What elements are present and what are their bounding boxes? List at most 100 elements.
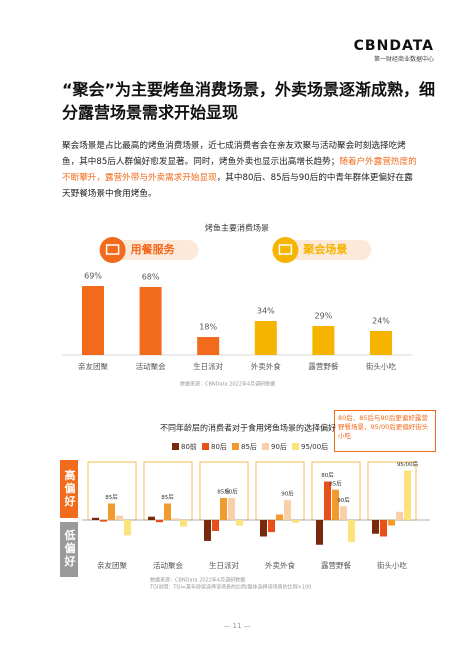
bar bbox=[172, 518, 179, 520]
logo-text: CBNDATA bbox=[353, 38, 434, 54]
group-label: 聚会场景 bbox=[302, 242, 347, 256]
x-tick-label: 亲友团聚 bbox=[78, 361, 108, 371]
page-number: — 11 — bbox=[223, 622, 250, 630]
logo: CBNDATA 第一财经商业数据中心 bbox=[354, 38, 434, 63]
bar bbox=[236, 520, 243, 526]
bar-annotation: 90后 bbox=[225, 488, 238, 496]
body-text: 聚会场景是占比最高的烤鱼消费场景，近七成消费者会在亲友欢聚与活动聚会时刻选择吃烤… bbox=[62, 138, 418, 202]
x-tick-label: 外卖外食 bbox=[265, 560, 295, 570]
bar bbox=[324, 481, 331, 520]
bar bbox=[340, 506, 347, 520]
side-label: 高偏好 bbox=[63, 468, 77, 508]
highlight-frame bbox=[255, 461, 305, 521]
bar-annotation: 80后 bbox=[321, 471, 334, 479]
group-icon bbox=[272, 237, 299, 263]
source-note: 数据来源：CBNData 2022年4月调研数据 bbox=[180, 381, 275, 388]
group-label: 用餐服务 bbox=[131, 242, 176, 256]
bar bbox=[284, 500, 291, 520]
bar bbox=[148, 516, 155, 520]
source-note: 数据来源：CBNData 2022年4月调研数据 bbox=[150, 577, 245, 584]
value-label: 69% bbox=[84, 272, 102, 281]
x-tick-label: 露营野餐 bbox=[321, 560, 351, 570]
bar-annotation: 85后 bbox=[329, 479, 342, 487]
bar bbox=[204, 520, 211, 541]
chart-title: 烤鱼主要消费场景 bbox=[205, 223, 269, 233]
legend-swatch bbox=[202, 443, 209, 450]
body-highlight: 随着户外露营热度的不断攀升，露营外带与外卖需求开始显现 bbox=[62, 157, 417, 183]
bar-annotation: 95/00后 bbox=[397, 460, 419, 468]
bar bbox=[100, 520, 107, 522]
x-tick-label: 生日派对 bbox=[209, 560, 239, 570]
bar-annotation: 90后 bbox=[281, 490, 294, 498]
value-label: 34% bbox=[257, 307, 275, 316]
group-pill bbox=[102, 240, 199, 260]
value-label: 68% bbox=[142, 273, 160, 282]
x-tick-label: 街头小吃 bbox=[366, 361, 396, 371]
legend-swatch bbox=[232, 443, 239, 450]
group-icon bbox=[99, 237, 126, 263]
group-icon-glyph bbox=[278, 244, 293, 255]
bar bbox=[404, 470, 411, 520]
bar bbox=[92, 517, 99, 520]
legend-label: 80后 bbox=[211, 442, 227, 451]
legend-swatch bbox=[292, 443, 299, 450]
x-tick-label: 亲友团聚 bbox=[97, 560, 127, 570]
bar bbox=[108, 503, 115, 520]
negative-side bbox=[60, 522, 78, 577]
x-tick-label: 活动聚会 bbox=[136, 361, 166, 371]
bar bbox=[260, 520, 267, 537]
bar bbox=[228, 498, 235, 520]
bar bbox=[316, 520, 323, 545]
bar-annotation: 85后 bbox=[105, 493, 118, 501]
bar bbox=[180, 520, 187, 527]
bar bbox=[276, 514, 283, 520]
body-part: ，其中80后、85后与90后的中青年群体更偏好在露天野餐场景中食用烤鱼。 bbox=[62, 173, 413, 199]
x-tick-label: 街头小吃 bbox=[377, 560, 407, 570]
bar-annotation: 85后 bbox=[217, 488, 230, 496]
bar bbox=[348, 520, 355, 542]
body-part: 聚会场景是占比最高的烤鱼消费场景，近七成消费者会在亲友欢聚与活动聚会时刻选择吃烤… bbox=[62, 141, 406, 167]
bar bbox=[156, 520, 163, 523]
bar bbox=[220, 498, 227, 520]
bar bbox=[197, 337, 220, 355]
legend-label: 90后 bbox=[271, 442, 287, 451]
bar bbox=[116, 515, 123, 520]
bar bbox=[372, 520, 379, 534]
bar-annotation: 85后 bbox=[161, 493, 174, 501]
bar bbox=[124, 520, 131, 536]
x-tick-label: 露营野餐 bbox=[308, 361, 338, 371]
legend-label: 80前 bbox=[181, 442, 197, 451]
bar bbox=[370, 331, 392, 355]
bar bbox=[332, 489, 339, 520]
bar bbox=[212, 520, 219, 531]
logo-subtext: 第一财经商业数据中心 bbox=[373, 56, 434, 63]
bar bbox=[388, 520, 395, 526]
bar bbox=[254, 321, 277, 355]
page-title: “聚会”为主要烤鱼消费场景，外卖场景逐渐成熟，细分露营场景需求开始显现 bbox=[62, 80, 436, 122]
bar bbox=[82, 286, 104, 355]
bar bbox=[380, 520, 387, 537]
annotation-box: 80后、85后与90后更偏好露营野餐场景，95/00后更偏好街头小吃 bbox=[334, 410, 436, 452]
x-tick-label: 活动聚会 bbox=[153, 560, 183, 570]
legend-swatch bbox=[262, 443, 269, 450]
legend-label: 85后 bbox=[241, 442, 257, 451]
value-label: 29% bbox=[315, 312, 333, 321]
bar bbox=[312, 326, 335, 355]
group-pill bbox=[275, 240, 372, 260]
positive-side bbox=[60, 460, 78, 518]
group-icon-glyph bbox=[105, 244, 120, 255]
bar bbox=[164, 503, 171, 520]
source-note: TGI说明：TGI=某年龄层选择该场景的比例/整体选择该场景的比例×100 bbox=[149, 584, 311, 591]
legend-label: 95/00后 bbox=[301, 442, 328, 451]
side-label: 低偏好 bbox=[63, 528, 77, 568]
x-tick-label: 外卖外食 bbox=[251, 361, 281, 371]
chart-title: 不同年龄层的消费者对于食用烤鱼场景的选择偏好 bbox=[160, 423, 336, 433]
value-label: 24% bbox=[372, 317, 390, 326]
bar bbox=[268, 520, 275, 533]
legend-swatch bbox=[172, 443, 179, 450]
bar bbox=[292, 520, 299, 523]
bar bbox=[139, 287, 162, 355]
bar-annotation: 90后 bbox=[337, 496, 350, 504]
